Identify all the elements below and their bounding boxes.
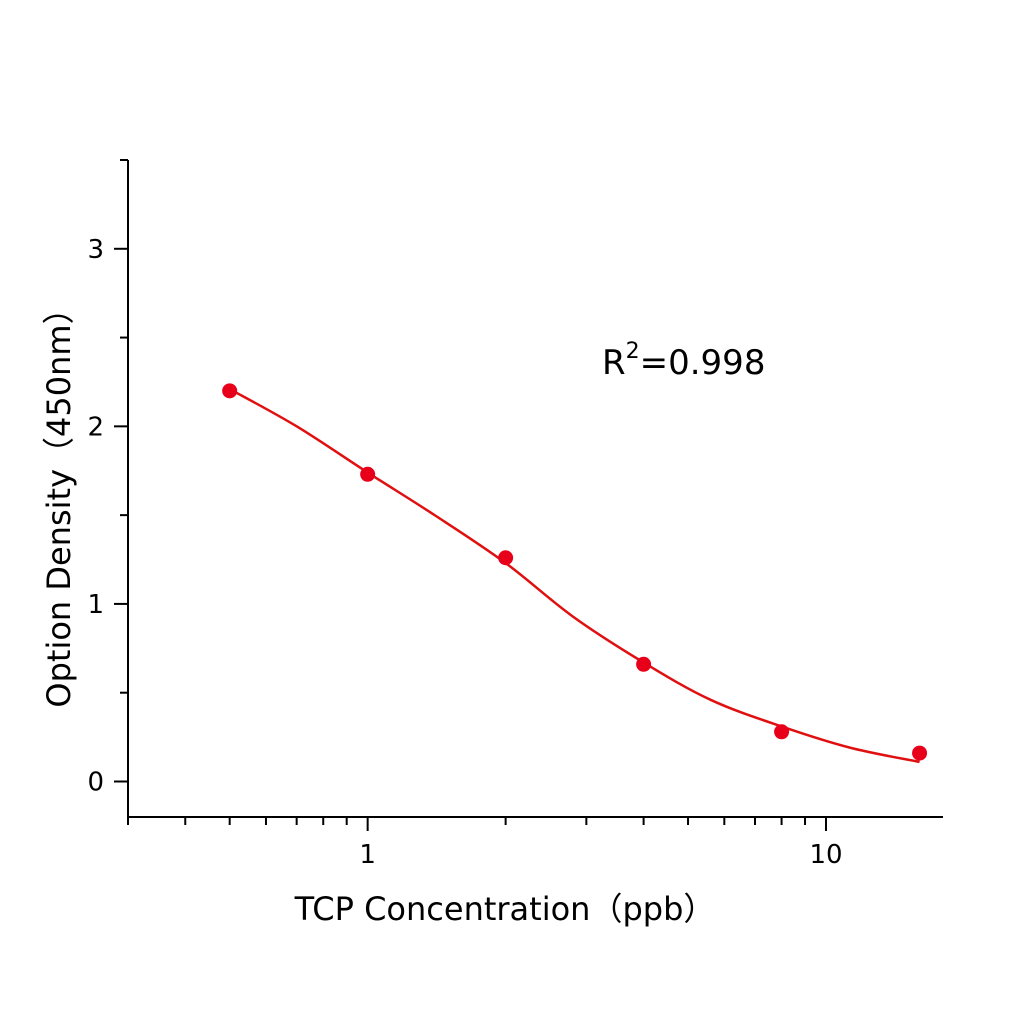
fit-curve: [229, 387, 920, 764]
data-point: [222, 383, 238, 399]
x-tick-label: 1: [359, 840, 376, 870]
data-point: [498, 550, 514, 566]
y-tick-label: 3: [87, 235, 104, 265]
y-axis-title: Option Density（450nm）: [40, 292, 78, 707]
axes: 1 10 0 1 2 3: [87, 159, 943, 870]
data-point: [912, 745, 928, 761]
x-tick-label: 10: [809, 840, 842, 870]
data-point: [636, 656, 652, 672]
y-tick-label: 1: [87, 590, 104, 620]
data-point: [774, 724, 790, 740]
x-axis-title: TCP Concentration（ppb）: [294, 890, 716, 928]
data-points: [222, 383, 928, 761]
y-tick-label: 0: [87, 767, 104, 797]
r-squared-annotation: R2=0.998: [602, 339, 765, 383]
data-point: [360, 466, 376, 482]
fit-curve-group: [229, 387, 920, 764]
y-tick-label: 2: [87, 412, 104, 442]
